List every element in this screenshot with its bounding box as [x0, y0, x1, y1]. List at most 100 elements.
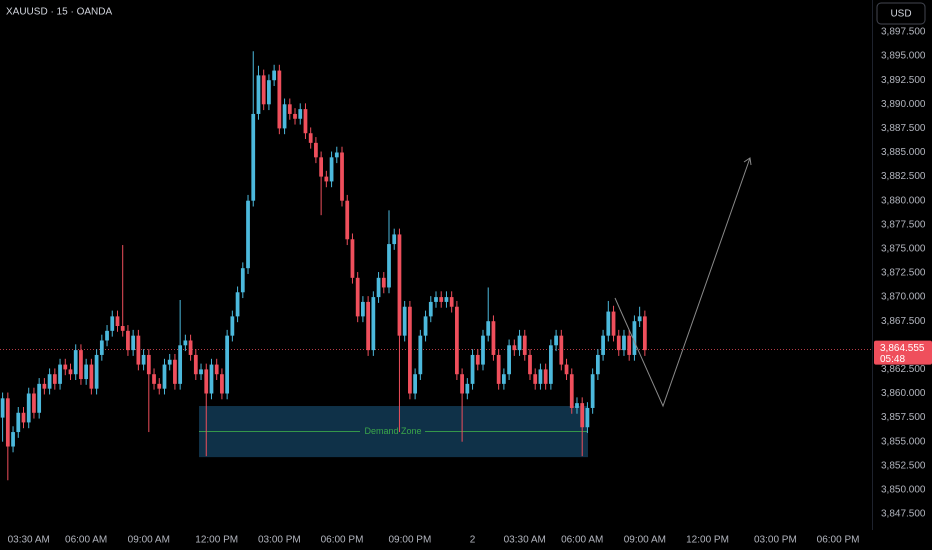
candle-body: [350, 239, 355, 278]
y-tick-label: 3,852.500: [881, 460, 926, 471]
candle-body: [120, 326, 125, 331]
candle-body: [637, 316, 642, 322]
y-tick-label: 3,885.000: [881, 147, 926, 158]
candle-body: [413, 374, 417, 394]
candle-body: [481, 335, 485, 365]
candle-body: [183, 340, 188, 346]
candle-body: [298, 109, 303, 119]
candle-body: [538, 369, 543, 384]
candle-body: [475, 354, 480, 365]
candle-body: [408, 306, 412, 394]
y-tick-label: 3,867.500: [881, 316, 926, 327]
candle-body: [240, 268, 245, 293]
candle-body: [220, 374, 224, 394]
candle-body: [455, 306, 459, 375]
y-tick-label: 3,862.500: [881, 364, 926, 375]
candle-body: [345, 200, 350, 240]
candle-body: [355, 277, 360, 317]
candle-body: [251, 113, 256, 201]
candle-body: [84, 364, 89, 380]
candle-body: [496, 354, 501, 384]
currency-label[interactable]: USD: [890, 9, 911, 20]
y-tick-label: 3,892.500: [881, 75, 926, 86]
candle-body: [517, 335, 522, 351]
x-tick-label: 12:00 PM: [195, 535, 238, 546]
candle-body: [460, 374, 464, 394]
candle-body: [470, 354, 475, 384]
candle-body: [387, 244, 391, 288]
y-tick-label: 3,887.500: [881, 123, 926, 134]
candle-body: [601, 335, 605, 355]
candle-body: [627, 335, 632, 355]
candle-body: [115, 316, 120, 327]
candle-body: [230, 316, 235, 336]
candle-body: [308, 133, 313, 143]
candle-body: [371, 297, 376, 351]
candle-body: [402, 306, 407, 336]
candle-body: [580, 403, 585, 428]
candle-body: [193, 354, 198, 375]
candle-body: [543, 369, 548, 384]
candle-body: [303, 109, 308, 134]
y-tick-label: 3,860.000: [881, 388, 926, 399]
candle-body: [26, 393, 31, 423]
x-tick-label: 09:00 AM: [128, 535, 170, 546]
candle-body: [47, 374, 52, 389]
candle-body: [261, 75, 266, 105]
y-tick-label: 3,895.000: [881, 51, 926, 62]
candle-body: [512, 345, 517, 351]
candle-body: [366, 301, 370, 351]
countdown-label: 05:48: [880, 354, 905, 365]
x-tick-label: 03:00 PM: [754, 535, 797, 546]
candle-body: [642, 316, 647, 351]
x-tick-label: 03:00 PM: [258, 535, 301, 546]
candle-body: [575, 403, 579, 408]
candle-body: [0, 398, 5, 418]
candle-body: [162, 364, 167, 389]
candle-body: [444, 297, 449, 302]
plot-area: Demand Zone: [0, 51, 872, 481]
chart-title: XAUUSD · 15 · OANDA: [6, 7, 112, 18]
x-tick-label: 12:00 PM: [686, 535, 729, 546]
y-tick-label: 3,875.000: [881, 244, 926, 255]
last-price-label: 3,864.555: [880, 343, 925, 354]
y-tick-label: 3,870.000: [881, 292, 926, 303]
y-tick-label: 3,897.500: [881, 27, 926, 38]
candle-body: [68, 369, 73, 375]
candle-body: [94, 354, 99, 389]
candle-body: [5, 398, 10, 447]
y-tick-label: 3,855.000: [881, 436, 926, 447]
candle-body: [209, 364, 214, 394]
currency-button[interactable]: [876, 2, 926, 25]
candle-body: [595, 354, 600, 375]
y-tick-label: 3,872.500: [881, 268, 926, 279]
candle-body: [58, 364, 62, 384]
candle-body: [199, 369, 203, 375]
candle-body: [622, 335, 626, 351]
projection-line: [614, 157, 751, 408]
candle-body: [272, 70, 277, 81]
candle-body: [329, 157, 334, 182]
candle-body: [214, 364, 219, 375]
x-tick-label: 06:00 AM: [65, 535, 107, 546]
candle-body: [522, 335, 527, 355]
x-tick-label: 2: [470, 535, 476, 546]
candle-body: [434, 297, 438, 302]
candle-body: [126, 330, 130, 351]
candle-body: [37, 383, 42, 413]
y-tick-label: 3,877.500: [881, 219, 926, 230]
x-tick-label: 03:30 AM: [504, 535, 546, 546]
candle-body: [559, 335, 564, 365]
candle-body: [204, 369, 209, 394]
candle-body: [381, 277, 386, 288]
candle-body: [136, 335, 141, 365]
y-tick-label: 3,857.500: [881, 412, 926, 423]
candle-body: [235, 292, 240, 317]
last-price-tag: [874, 340, 932, 365]
candle-body: [491, 321, 496, 355]
candle-body: [340, 152, 344, 201]
candle-body: [324, 176, 329, 182]
y-tick-label: 3,847.500: [881, 509, 926, 520]
candle-body: [267, 80, 271, 105]
candle-body: [63, 364, 68, 370]
